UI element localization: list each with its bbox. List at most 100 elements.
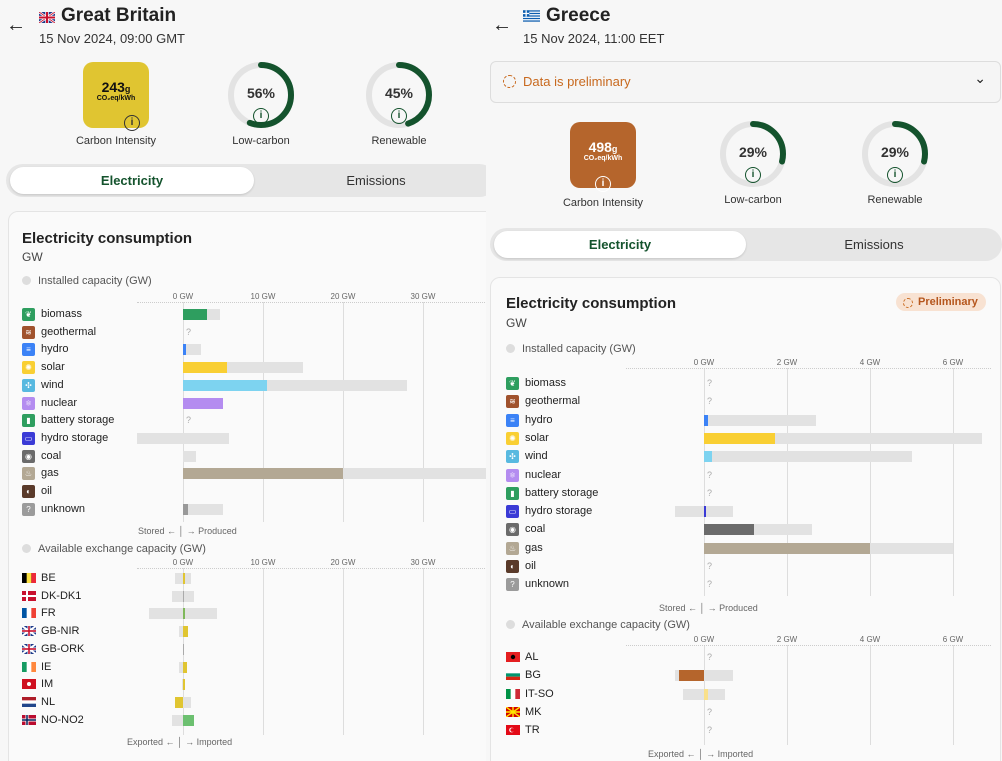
capacity-bar (704, 414, 817, 426)
export-capacity-bar (683, 688, 704, 700)
production-label: geothermal (525, 395, 581, 408)
imported-label: Imported (717, 748, 754, 759)
production-row-nuclear: ⚛ nuclear (506, 468, 616, 485)
exchange-label: IE (41, 660, 52, 673)
exchange-row-TR[interactable]: TR (506, 724, 616, 740)
export-capacity-bar (149, 608, 183, 620)
water-icon: ≡ (22, 343, 35, 357)
coal-icon: ◉ (506, 523, 519, 537)
exchange-row-IE[interactable]: IE (22, 661, 132, 677)
production-label: solar (525, 431, 549, 444)
exchange-row-AL[interactable]: AL (506, 651, 616, 667)
exchange-label: GB-NIR (41, 625, 80, 638)
installed-capacity-label: Installed capacity (GW) (22, 275, 152, 287)
production-bar (704, 524, 754, 536)
production-bar (183, 503, 188, 515)
info-icon[interactable]: i (745, 167, 761, 183)
capacity-bar (704, 524, 812, 536)
axis-tick-label: 30 GW (410, 292, 436, 301)
grid-line (953, 645, 954, 745)
info-icon[interactable]: i (391, 108, 407, 124)
info-icon[interactable]: i (124, 115, 140, 131)
production-label: solar (41, 361, 65, 374)
data-type-toggle: Electricity Emissions (490, 228, 1002, 261)
export-capacity-bar (179, 661, 183, 673)
zone-title: Greece (546, 5, 611, 26)
renewable-metric: 29% i Renewable (845, 119, 945, 206)
tab-emissions[interactable]: Emissions (844, 237, 904, 252)
back-arrow-icon[interactable]: ← (6, 14, 26, 36)
exchange-label: MK (525, 705, 542, 718)
produced-label: Produced (719, 602, 758, 613)
production-bar (183, 344, 187, 356)
exchange-row-IM[interactable]: IM (22, 678, 132, 694)
grid-line (704, 368, 705, 596)
exchange-row-IT-SO[interactable]: IT-SO (506, 688, 616, 704)
exchange-capacity-label: Available exchange capacity (GW) (22, 543, 206, 555)
no-data-marker: ? (707, 579, 713, 590)
preliminary-icon (503, 75, 516, 88)
info-icon[interactable]: i (253, 108, 269, 124)
production-label: coal (525, 523, 546, 536)
exchange-row-BG[interactable]: BG (506, 669, 616, 685)
exchange-bar (183, 661, 187, 673)
exchange-row-NL[interactable]: NL (22, 696, 132, 712)
exchange-bar (679, 670, 704, 682)
capacity-bar (704, 506, 734, 518)
production-label: unknown (525, 578, 570, 591)
exchange-row-FR[interactable]: FR (22, 607, 132, 623)
low-carbon-ring: 29% i (718, 119, 788, 189)
production-bar (704, 506, 707, 518)
exchange-row-DK-DK1[interactable]: DK-DK1 (22, 590, 132, 606)
renewable-ring: 29% i (860, 119, 930, 189)
axis-top-line (626, 368, 991, 369)
production-row-hydro-storage: ▭ hydro storage (22, 431, 132, 448)
tab-electricity[interactable]: Electricity (494, 231, 746, 258)
low-carbon-value: 56% (246, 85, 276, 101)
production-bar (704, 451, 713, 463)
import-capacity-bar (704, 688, 725, 700)
exchange-label: AL (525, 651, 539, 663)
low-carbon-ring: 56% i (226, 60, 296, 130)
production-row-oil: ◐ oil (22, 485, 132, 501)
back-arrow-icon[interactable]: ← (492, 14, 512, 36)
export-capacity-bar (171, 590, 183, 602)
carbon-intensity-value-unit: g (611, 144, 618, 154)
info-icon[interactable]: i (595, 176, 611, 192)
no-data-marker: ? (186, 415, 192, 426)
import-capacity-bar (704, 670, 734, 682)
gb-flag-icon (38, 10, 56, 24)
coal-icon: ◉ (22, 449, 35, 463)
preliminary-data-dropdown[interactable]: Data is preliminary ⌄ (490, 61, 1001, 103)
hydro-storage-icon: ▭ (506, 505, 519, 519)
info-icon[interactable]: i (887, 167, 903, 183)
production-axis-footer: Stored ← │ → Produced (138, 526, 237, 537)
tab-electricity[interactable]: Electricity (10, 167, 254, 194)
production-row-wind: ✣ wind (22, 378, 132, 395)
production-label: oil (525, 560, 537, 572)
tab-emissions[interactable]: Emissions (346, 173, 406, 188)
production-label: hydro storage (41, 431, 109, 444)
exchange-row-MK[interactable]: MK (505, 705, 616, 722)
no-data-marker: ? (707, 725, 713, 736)
exchange-row-GB-NIR[interactable]: GB-NIR (21, 625, 132, 641)
exchange-bar (183, 573, 185, 584)
flag-gb-nir-icon (21, 625, 37, 637)
production-row-coal: ◉ coal (22, 449, 132, 466)
production-label: coal (41, 449, 62, 462)
no-data-marker: ? (707, 396, 713, 407)
exchange-row-BE[interactable]: BE (22, 572, 132, 588)
card-unit: GW (506, 316, 527, 330)
exchange-row-NO-NO2[interactable]: NO-NO2 (22, 714, 132, 730)
exchange-row-GB-ORK[interactable]: GB-ORK (21, 643, 132, 659)
axis-top-line (137, 302, 486, 303)
grid-line (343, 568, 344, 736)
carbon-intensity-unit: CO₂eq/kWh (583, 155, 623, 162)
no-data-marker: ? (707, 487, 713, 498)
carbon-intensity-label: Carbon Intensity (75, 135, 157, 147)
exchange-label: FR (41, 607, 56, 620)
renewable-value: 45% (384, 85, 414, 101)
capacity-bar (183, 432, 230, 444)
production-bar (704, 432, 775, 444)
flag-nl-icon (22, 696, 36, 707)
